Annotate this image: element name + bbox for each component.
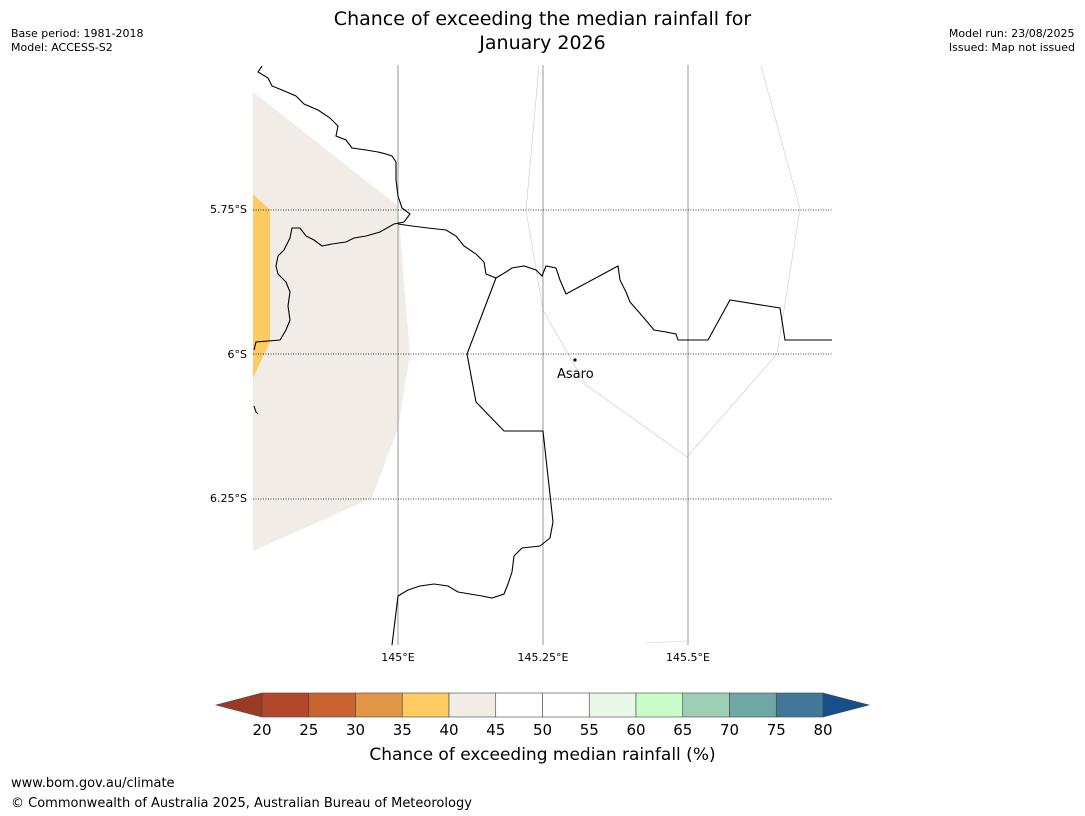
colorbar-under-arrow — [214, 692, 263, 718]
colorbar-tick-label: 25 — [299, 721, 319, 739]
colorbar — [214, 692, 871, 718]
title-line-2: January 2026 — [479, 32, 606, 54]
region-40-45 — [253, 92, 410, 551]
boundary-main — [397, 223, 832, 341]
colorbar-tick-label: 20 — [252, 721, 272, 739]
boundary-south — [391, 277, 554, 646]
lon-label-145: 145°E — [381, 651, 414, 664]
website-link[interactable]: www.bom.gov.au/climate — [11, 776, 175, 791]
colorbar-tick-label: 30 — [345, 721, 366, 739]
lon-label-145-25: 145.25°E — [518, 651, 569, 664]
colorbar-over-arrow — [822, 692, 871, 718]
colorbar-segment — [495, 692, 543, 718]
issued-status: Issued: Map not issued — [948, 41, 1075, 54]
metadata-left: Base period: 1981-2018 Model: ACCESS-S2 — [11, 27, 143, 55]
colorbar-tick-label: 70 — [719, 721, 740, 739]
model-name: Model: ACCESS-S2 — [11, 41, 113, 54]
colorbar-segment — [308, 692, 356, 718]
colorbar-segment — [355, 692, 403, 718]
title-line-1: Chance of exceeding the median rainfall … — [333, 8, 752, 30]
colorbar-segment — [261, 692, 310, 718]
faint-boundary-bottom — [645, 640, 688, 644]
colorbar-tick-label: 45 — [486, 721, 506, 739]
town-label: Asaro — [557, 367, 594, 382]
region-35-40 — [253, 194, 270, 378]
colorbar-tick-label: 50 — [532, 721, 553, 739]
boundary-north — [253, 65, 411, 351]
boundary-fragment — [253, 405, 259, 415]
lat-label-6-25: 6.25°S — [210, 492, 247, 505]
colorbar-tick-label: 55 — [579, 721, 599, 739]
colorbar-segment — [588, 692, 637, 718]
model-run: Model run: 23/08/2025 — [948, 27, 1075, 40]
colorbar-title: Chance of exceeding median rainfall (%) — [369, 745, 716, 765]
colorbar-segment — [542, 692, 590, 718]
colorbar-segment — [729, 692, 777, 718]
colorbar-tick-label: 60 — [626, 721, 646, 739]
colorbar-tick-label: 65 — [673, 721, 693, 739]
colorbar-segment — [635, 692, 684, 718]
base-period: Base period: 1981-2018 — [11, 27, 144, 40]
colorbar-segment — [775, 692, 824, 718]
colorbar-tick-label: 40 — [439, 721, 459, 739]
faint-boundary — [525, 65, 801, 458]
colorbar-tick-label: 35 — [392, 721, 412, 739]
metadata-right: Model run: 23/08/2025 Issued: Map not is… — [949, 27, 1075, 55]
colorbar-tick-label: 80 — [813, 721, 833, 739]
map-title: Chance of exceeding the median rainfall … — [0, 7, 1085, 55]
colorbar-segment — [448, 692, 497, 718]
copyright-text: © Commonwealth of Australia 2025, Austra… — [11, 796, 472, 811]
colorbar-segment — [682, 692, 730, 718]
lat-label-5-75: 5.75°S — [210, 203, 247, 216]
colorbar-segment — [401, 692, 450, 718]
lon-label-145-5: 145.5°E — [666, 651, 710, 664]
lat-label-6: 6°S — [228, 348, 247, 361]
town-marker — [573, 358, 577, 362]
colorbar-tick-label: 75 — [766, 721, 786, 739]
